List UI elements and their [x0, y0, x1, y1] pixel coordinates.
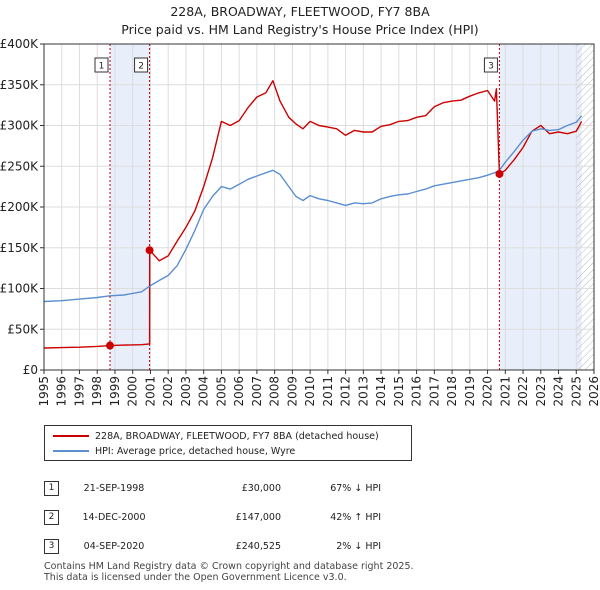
x-tick-label: 2006 [232, 376, 246, 407]
x-tick-label: 2004 [197, 376, 211, 407]
sale-point [145, 246, 154, 255]
sale-label-box [94, 57, 109, 73]
transaction-hpi-delta: 67% ↓ HPI [330, 483, 381, 494]
y-tick-label: £150K [0, 241, 39, 255]
x-tick-label: 2025 [569, 376, 583, 407]
x-tick-label: 2013 [356, 376, 370, 407]
sale-label-box [134, 57, 149, 73]
x-tick-label: 2022 [516, 376, 530, 407]
transaction-hpi-delta: 2% ↓ HPI [336, 541, 381, 552]
legend: 228A, BROADWAY, FLEETWOOD, FY7 8BA (deta… [44, 425, 412, 461]
x-tick-label: 2024 [552, 376, 566, 407]
transaction-hpi-delta: 42% ↑ HPI [330, 512, 381, 523]
x-tick-label: 2003 [179, 376, 193, 407]
x-tick-label: 2005 [214, 376, 228, 407]
x-tick-label: 2016 [410, 376, 424, 407]
table-row: 1 21-SEP-1998 £30,000 67% ↓ HPI [44, 474, 381, 503]
x-tick-label: 2023 [534, 376, 548, 407]
x-tick-label: 2009 [285, 376, 299, 407]
x-tick-label: 2021 [498, 376, 512, 407]
legend-label-property: 228A, BROADWAY, FLEETWOOD, FY7 8BA (deta… [95, 430, 379, 442]
table-row: 3 04-SEP-2020 £240,525 2% ↓ HPI [44, 532, 381, 561]
x-tick-label: 2001 [143, 376, 157, 407]
sale-point [106, 341, 114, 350]
legend-item-property: 228A, BROADWAY, FLEETWOOD, FY7 8BA (deta… [53, 429, 379, 443]
x-tick-label: 2017 [427, 376, 441, 407]
x-tick-label: 2002 [161, 376, 175, 407]
x-tick-label: 2007 [250, 376, 264, 407]
x-tick-label: 1995 [37, 376, 51, 407]
x-tick-label: 2019 [463, 376, 477, 407]
footer-copyright: Contains HM Land Registry data © Crown c… [44, 561, 414, 572]
y-tick-label: £350K [0, 78, 39, 92]
x-tick-label: 2014 [374, 376, 388, 407]
x-tick-label: 1999 [108, 376, 122, 407]
sale-label: 2 [138, 62, 144, 72]
sale-point [495, 169, 504, 178]
transaction-date: 14-DEC-2000 [82, 512, 146, 523]
y-tick-label: £300K [0, 119, 39, 133]
x-tick-label: 2020 [481, 376, 495, 407]
y-tick-label: £0 [23, 363, 38, 377]
x-tick-label: 2008 [268, 376, 282, 407]
transaction-date: 21-SEP-1998 [83, 483, 145, 494]
chart-title-line-2: Price paid vs. HM Land Registry's House … [121, 22, 479, 37]
transaction-number: 3 [44, 539, 59, 554]
sale-label-box [483, 57, 498, 73]
x-tick-label: 2015 [392, 376, 406, 407]
transaction-price: £30,000 [241, 483, 281, 494]
y-tick-label: £50K [7, 322, 39, 336]
legend-item-hpi: HPI: Average price, detached house, Wyre [53, 444, 295, 458]
sale-label: 3 [488, 62, 494, 72]
transaction-price: £240,525 [235, 541, 281, 552]
x-tick-label: 2012 [339, 376, 353, 407]
legend-swatch-blue [53, 450, 89, 452]
x-tick-label: 2011 [321, 376, 335, 407]
x-tick-label: 1997 [72, 376, 86, 407]
y-tick-label: £100K [0, 282, 39, 296]
x-tick-label: 2010 [303, 376, 317, 407]
price-chart: 1 2 3 £0 £50K £100K £150K £200K £250K £300K £350K… [0, 37, 600, 407]
x-tick-label: 2000 [126, 376, 140, 407]
transaction-number: 2 [44, 510, 59, 525]
x-tick-label: 2026 [587, 376, 600, 407]
x-tick-label: 1998 [90, 376, 104, 407]
transaction-number: 1 [44, 481, 59, 496]
legend-swatch-red [53, 435, 89, 437]
sale-label: 1 [99, 62, 105, 72]
transactions-table: 1 21-SEP-1998 £30,000 67% ↓ HPI 2 14-DEC… [44, 474, 381, 561]
y-tick-label: £250K [0, 159, 39, 173]
table-row: 2 14-DEC-2000 £147,000 42% ↑ HPI [44, 503, 381, 532]
chart-title-line-1: 228A, BROADWAY, FLEETWOOD, FY7 8BA [170, 4, 430, 19]
footer-licence: This data is licensed under the Open Gov… [44, 572, 347, 583]
transaction-date: 04-SEP-2020 [83, 541, 145, 552]
transaction-price: £147,000 [235, 512, 281, 523]
x-tick-label: 1996 [55, 376, 69, 407]
x-tick-label: 2018 [445, 376, 459, 407]
footer: Contains HM Land Registry data © Crown c… [44, 561, 414, 583]
series-line-hpi [43, 115, 583, 303]
y-tick-label: £400K [0, 37, 39, 51]
legend-label-hpi: HPI: Average price, detached house, Wyre [95, 445, 296, 457]
y-tick-label: £200K [0, 200, 39, 214]
